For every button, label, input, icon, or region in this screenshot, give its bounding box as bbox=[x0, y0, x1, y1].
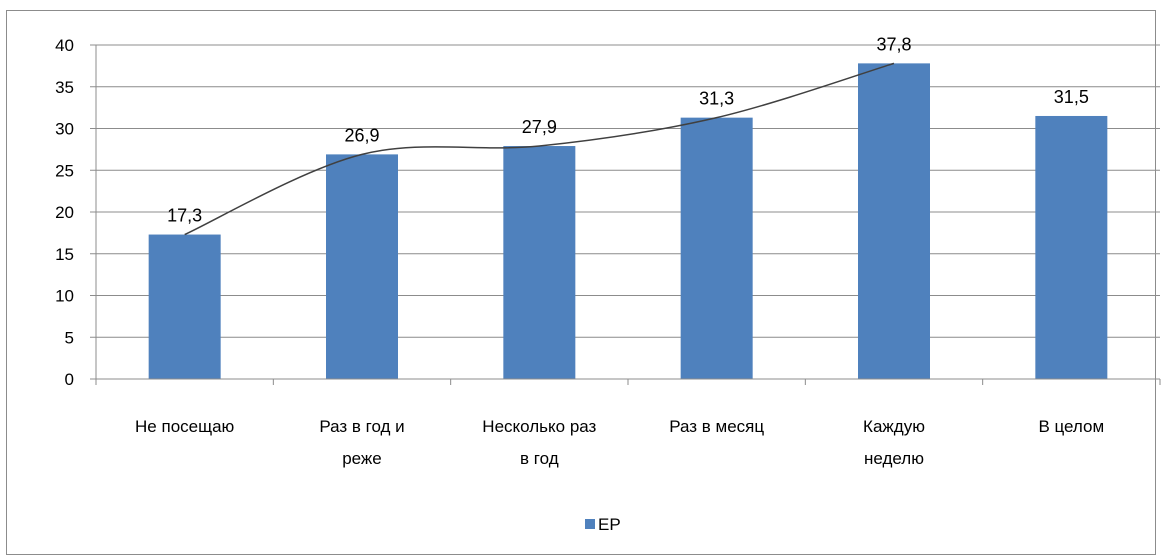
y-tick-label: 5 bbox=[65, 328, 74, 347]
legend-label: ЕР bbox=[598, 515, 621, 534]
category-label: В целом bbox=[1038, 417, 1104, 436]
data-label: 31,3 bbox=[699, 89, 734, 109]
bar bbox=[680, 117, 753, 380]
legend: ЕР bbox=[585, 515, 621, 534]
bar bbox=[148, 234, 221, 379]
category-label: Раз в месяц bbox=[669, 417, 764, 436]
bar bbox=[326, 154, 398, 379]
y-tick-label: 15 bbox=[55, 245, 74, 264]
data-label: 31,5 bbox=[1054, 87, 1089, 107]
bars bbox=[148, 63, 1108, 380]
category-label: неделю bbox=[864, 449, 924, 468]
bar bbox=[1035, 115, 1108, 379]
category-label: Несколько раз bbox=[482, 417, 596, 436]
data-label: 17,3 bbox=[167, 206, 202, 226]
y-tick-label: 20 bbox=[55, 203, 74, 222]
category-labels: Не посещаю Раз в год и реже Несколько раз в … bbox=[135, 417, 1104, 468]
category-label: Не посещаю bbox=[135, 417, 235, 436]
legend-swatch bbox=[585, 519, 595, 529]
gridlines bbox=[90, 44, 1160, 380]
y-tick-label: 30 bbox=[55, 120, 74, 139]
y-tick-label: 25 bbox=[55, 161, 74, 180]
axes bbox=[95, 45, 1161, 385]
category-label: Раз в год и bbox=[319, 417, 404, 436]
y-tick-label: 35 bbox=[55, 78, 74, 97]
y-tick-label: 40 bbox=[55, 36, 74, 55]
data-label: 26,9 bbox=[344, 125, 379, 145]
trendline-path bbox=[184, 62, 895, 236]
bar bbox=[503, 146, 576, 379]
category-label: в год bbox=[520, 449, 559, 468]
y-tick-label: 0 bbox=[65, 370, 74, 389]
y-tick-label: 10 bbox=[55, 287, 74, 306]
data-labels: 17,3 26,9 27,9 31,3 37,8 31,5 bbox=[167, 34, 1089, 225]
y-tick-labels: 0 5 10 15 20 25 30 35 40 bbox=[55, 36, 74, 389]
category-label: Каждую bbox=[863, 417, 925, 436]
bar bbox=[858, 63, 930, 380]
trendline bbox=[184, 62, 895, 236]
data-label: 37,8 bbox=[876, 34, 911, 54]
category-label: реже bbox=[342, 449, 382, 468]
data-label: 27,9 bbox=[522, 117, 557, 137]
